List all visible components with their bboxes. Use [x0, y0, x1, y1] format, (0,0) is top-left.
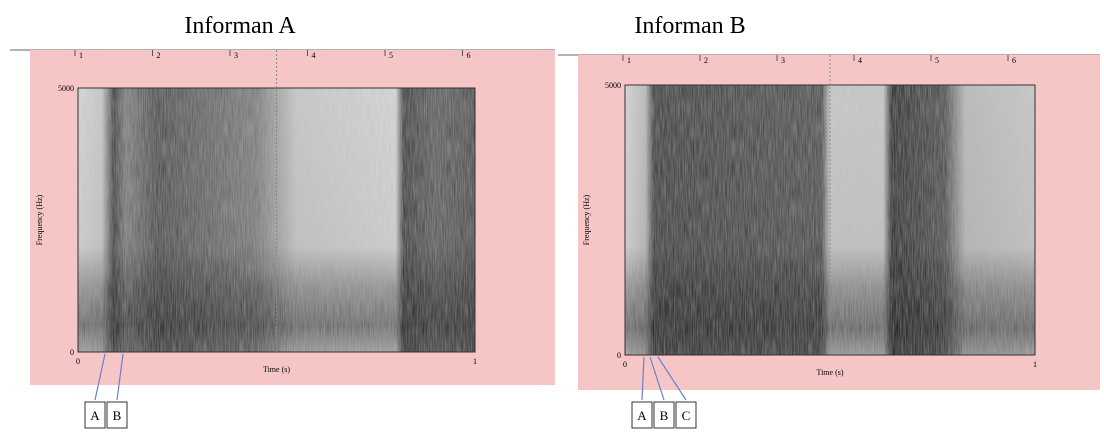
ruler-label: 1 [627, 56, 631, 65]
ruler-label: 3 [234, 51, 238, 60]
ruler-label: 3 [781, 56, 785, 65]
marker-box [106, 401, 128, 429]
ruler-label: 5 [389, 51, 393, 60]
marker-arrow [116, 353, 124, 401]
marker-box [631, 401, 653, 429]
marker-box [653, 401, 675, 429]
y-bottom-label: 0 [70, 348, 74, 357]
x-axis-label: Time (s) [816, 368, 843, 377]
panel-title: Informan A [184, 13, 296, 39]
marker-arrow [657, 356, 687, 401]
ruler-label: 2 [704, 56, 708, 65]
y-axis-label: Frequency (Hz) [582, 194, 591, 245]
marker-arrow [649, 356, 665, 401]
x-axis-label: Time (s) [263, 365, 290, 374]
ruler-label: 6 [1012, 56, 1016, 65]
ruler-label: 2 [157, 51, 161, 60]
ruler-label: 4 [312, 51, 316, 60]
marker-label: A [637, 408, 647, 423]
marker-label: B [660, 408, 669, 423]
marker-label: C [682, 408, 691, 423]
x-end-label: 1 [1033, 360, 1037, 369]
marker-label: A [90, 408, 100, 423]
marker-arrow [94, 353, 106, 401]
marker-box [675, 401, 697, 429]
y-bottom-label: 0 [617, 351, 621, 360]
y-top-label: 5000 [58, 84, 74, 93]
x-end-label: 1 [473, 357, 477, 366]
panel-title: Informan B [634, 13, 745, 39]
ruler-label: 5 [935, 56, 939, 65]
marker-box [84, 401, 106, 429]
x-start-label: 0 [76, 357, 80, 366]
marker-arrow [641, 356, 645, 401]
ruler-label: 6 [467, 51, 471, 60]
ruler-label: 1 [79, 51, 83, 60]
y-axis-label: Frequency (Hz) [35, 194, 44, 245]
ruler-label: 4 [858, 56, 862, 65]
x-start-label: 0 [623, 360, 627, 369]
marker-label: B [113, 408, 122, 423]
y-top-label: 5000 [605, 81, 621, 90]
